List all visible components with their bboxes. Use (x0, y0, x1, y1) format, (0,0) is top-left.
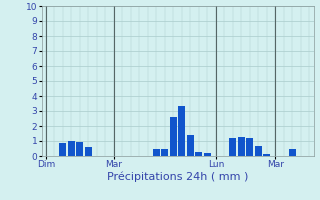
Bar (289, 148, 296, 156)
Bar (161, 148, 168, 156)
Bar (263, 154, 270, 156)
Bar (178, 106, 186, 156)
Bar (204, 153, 211, 156)
Bar (153, 149, 160, 156)
X-axis label: Précipitations 24h ( mm ): Précipitations 24h ( mm ) (107, 172, 248, 182)
Bar (229, 138, 236, 156)
Bar (170, 117, 177, 156)
Bar (246, 138, 253, 156)
Bar (195, 152, 203, 156)
Bar (76, 142, 84, 156)
Bar (59, 142, 67, 156)
Bar (68, 141, 75, 156)
Bar (85, 147, 92, 156)
Bar (187, 135, 194, 156)
Bar (238, 137, 245, 156)
Bar (255, 146, 262, 156)
